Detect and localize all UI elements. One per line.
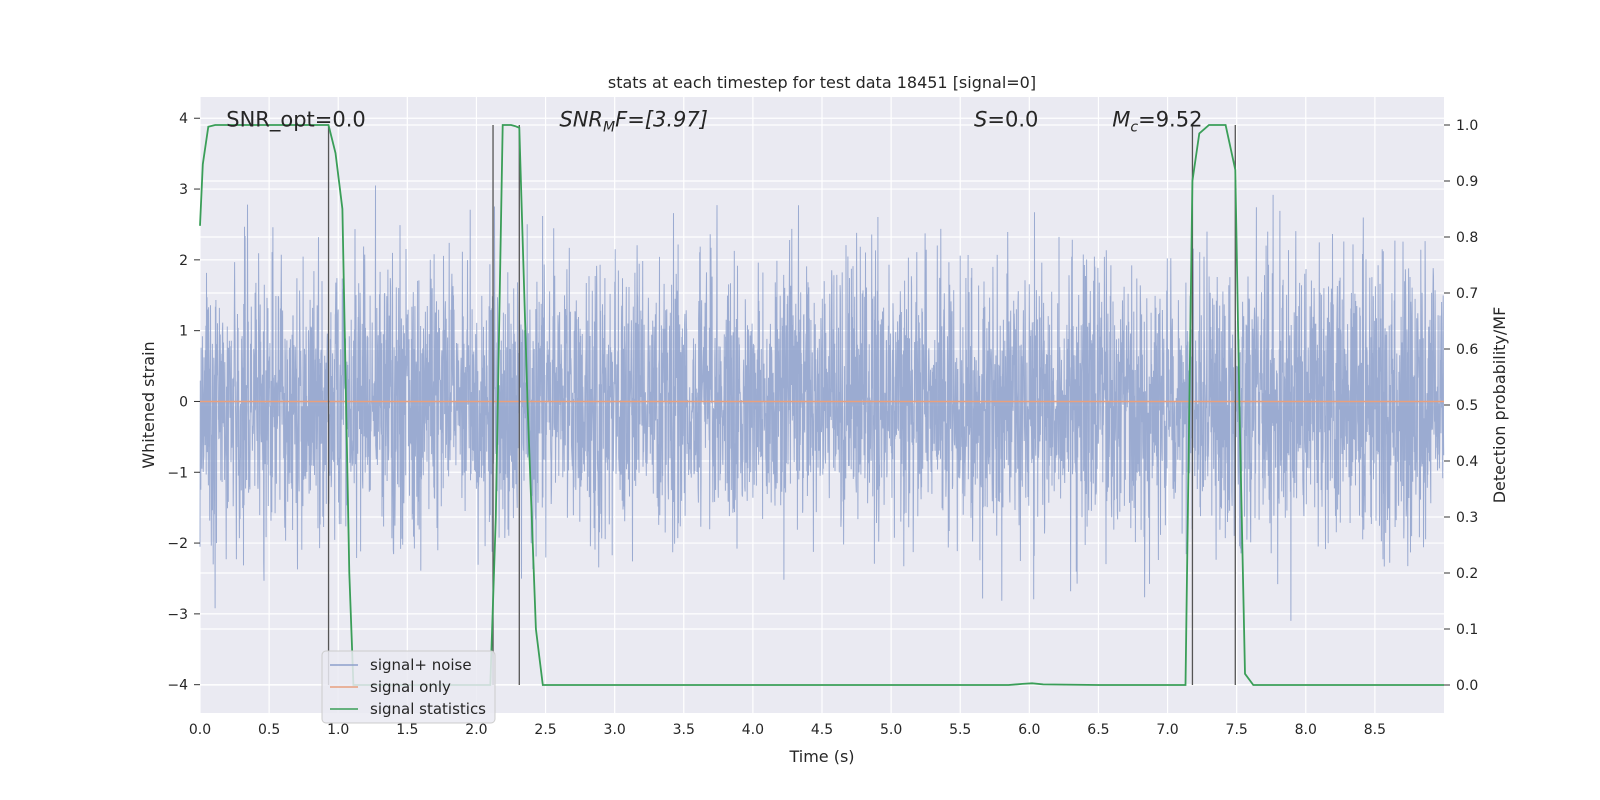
legend-label-signal-statistics: signal statistics xyxy=(370,700,486,718)
x-tick-label: 1.5 xyxy=(396,722,418,738)
annotation-s-value: =0.0 xyxy=(987,108,1038,132)
y-tick-label: −1 xyxy=(167,465,188,481)
x-tick-label: 7.0 xyxy=(1156,722,1178,738)
x-tick-label: 2.5 xyxy=(534,722,556,738)
x-tick-label: 0.5 xyxy=(258,722,280,738)
chart-title: stats at each timestep for test data 184… xyxy=(608,73,1036,92)
series-line-signal-statistics xyxy=(199,124,1444,686)
x-axis-ticks: 0.0 0.5 1.0 1.5 2.0 2.5 3.0 3.5 4.0 4.5 5.0 5.5 6.0 6… xyxy=(189,722,1386,738)
y2-tick-label: 0.3 xyxy=(1456,510,1478,526)
x-tick-label: 8.0 xyxy=(1295,722,1317,738)
y-tick-label: 1 xyxy=(179,324,188,340)
legend: signal+ noise signal only signal statist… xyxy=(321,650,496,724)
y2-axis-label: Detection probability/MF xyxy=(1490,307,1509,504)
x-tick-label: 1.0 xyxy=(327,722,349,738)
x-tick-label: 3.0 xyxy=(604,722,626,738)
y2-axis-ticks: 1.0 0.9 0.8 0.7 0.6 0.5 0.4 0.3 0.2 0.1 0.0 xyxy=(1444,118,1478,694)
x-tick-label: 7.5 xyxy=(1226,722,1248,738)
x-tick-label: 6.5 xyxy=(1087,722,1109,738)
x-axis-label: Time (s) xyxy=(788,747,854,766)
legend-label-signal-only: signal only xyxy=(370,678,451,696)
annotation-mc-value: =9.52 xyxy=(1138,108,1202,132)
y-axis-ticks: 4 3 2 1 0 −1 −2 −3 −4 xyxy=(167,111,200,694)
annotation-s-var: S xyxy=(974,108,987,132)
annotation-snr-mf-sub: M xyxy=(603,120,615,136)
y-tick-label: −2 xyxy=(167,536,188,552)
y2-tick-label: 0.7 xyxy=(1456,286,1478,302)
x-tick-label: 4.0 xyxy=(742,722,764,738)
legend-box xyxy=(321,650,496,724)
x-tick-label: 8.5 xyxy=(1364,722,1386,738)
x-tick-label: 5.0 xyxy=(880,722,902,738)
y2-tick-label: 0.1 xyxy=(1456,622,1478,638)
series-signal-noise xyxy=(199,185,1445,621)
y2-tick-label: 0.8 xyxy=(1456,230,1478,246)
x-tick-label: 3.5 xyxy=(673,722,695,738)
y-tick-label: −4 xyxy=(167,678,188,694)
y2-tick-label: 0.0 xyxy=(1456,678,1478,694)
annotation-s: S=0.0 xyxy=(974,108,1038,132)
y2-tick-label: 1.0 xyxy=(1456,118,1478,134)
y2-tick-label: 0.9 xyxy=(1456,174,1478,190)
series-signal-statistics xyxy=(199,124,1444,686)
series-line-signal-noise xyxy=(199,185,1445,621)
y-axis-label: Whitened strain xyxy=(139,341,158,468)
x-tick-label: 4.5 xyxy=(811,722,833,738)
y2-tick-label: 0.5 xyxy=(1456,398,1478,414)
y-tick-label: 0 xyxy=(179,394,188,410)
x-tick-label: 2.0 xyxy=(465,722,487,738)
annotation-snr-mf-var: SNR xyxy=(559,108,603,132)
x-tick-label: 0.0 xyxy=(189,722,211,738)
annotation-mc: Mc=9.52 xyxy=(1112,108,1202,136)
legend-label-signal-noise: signal+ noise xyxy=(370,656,472,674)
y-tick-label: −3 xyxy=(167,607,188,623)
y-tick-label: 2 xyxy=(179,253,188,269)
y2-tick-label: 0.6 xyxy=(1456,342,1478,358)
y-tick-label: 3 xyxy=(179,182,188,198)
annotation-mc-sub: c xyxy=(1130,120,1138,136)
annotation-snr-mf: SNRMF=[3.97] xyxy=(559,108,708,136)
x-tick-label: 6.0 xyxy=(1018,722,1040,738)
y2-tick-label: 0.2 xyxy=(1456,566,1478,582)
x-tick-label: 5.5 xyxy=(949,722,971,738)
annotation-mc-var: M xyxy=(1112,108,1130,132)
annotation-snr-mf-value: F=[3.97] xyxy=(615,108,708,132)
y2-tick-label: 0.4 xyxy=(1456,454,1478,470)
y-tick-label: 4 xyxy=(179,111,188,127)
annotation-snr-opt: SNR_opt=0.0 xyxy=(226,108,366,133)
